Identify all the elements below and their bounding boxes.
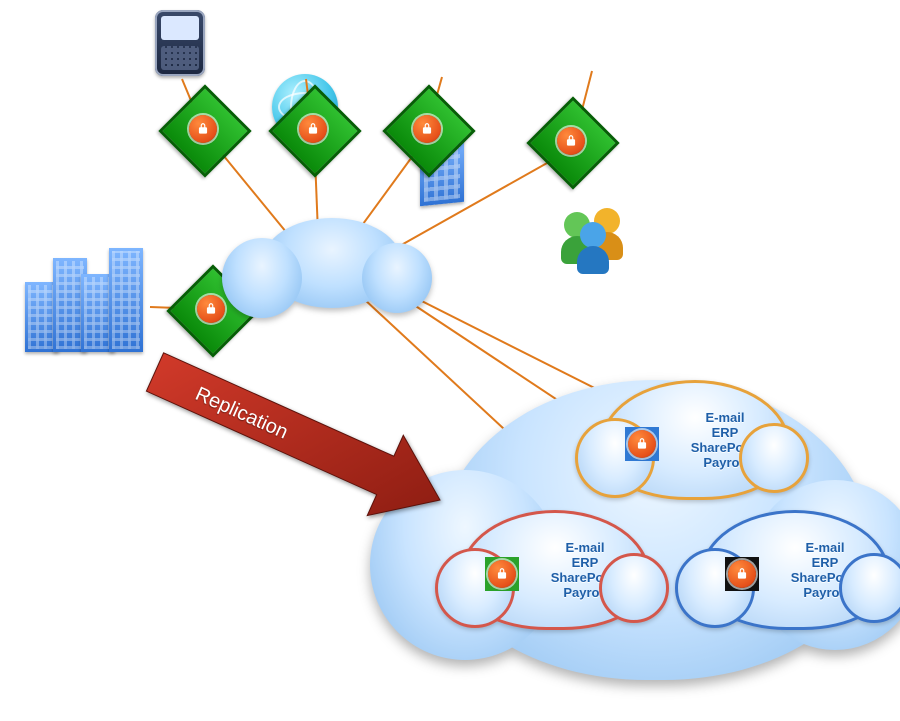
headquarters-icon	[25, 248, 155, 358]
connector-line	[380, 148, 573, 258]
service-item: Payroll	[675, 456, 775, 471]
central-cloud-icon	[262, 218, 402, 308]
service-item: E-mail	[775, 541, 875, 556]
lock-icon	[413, 115, 441, 143]
lock-icon	[728, 560, 756, 588]
lock-icon	[557, 127, 585, 155]
service-item: ERP	[775, 556, 875, 571]
inner-cloud-right: E-mail ERP SharePoint Payroll	[700, 510, 890, 630]
service-item: E-mail	[675, 411, 775, 426]
lock-icon	[488, 560, 516, 588]
service-item: ERP	[535, 556, 635, 571]
inner-cloud-left: E-mail ERP SharePoint Payroll	[460, 510, 650, 630]
service-list: E-mail ERP SharePoint Payroll	[535, 541, 635, 601]
replication-label: Replication	[192, 383, 292, 445]
lock-badge	[725, 557, 759, 591]
service-item: SharePoint	[775, 571, 875, 586]
lock-icon	[628, 430, 656, 458]
diagram-stage: E-mail ERP SharePoint Payroll E-mail ERP…	[0, 0, 900, 721]
service-item: Payroll	[535, 586, 635, 601]
users-icon	[560, 208, 630, 274]
lock-icon	[189, 115, 217, 143]
lock-icon	[197, 295, 225, 323]
service-list: E-mail ERP SharePoint Payroll	[675, 411, 775, 471]
service-item: Payroll	[775, 586, 875, 601]
lock-badge	[625, 427, 659, 461]
service-item: E-mail	[535, 541, 635, 556]
lock-icon	[299, 115, 327, 143]
mobile-device-icon	[155, 10, 205, 76]
lock-badge	[485, 557, 519, 591]
service-item: SharePoint	[535, 571, 635, 586]
service-item: ERP	[675, 426, 775, 441]
service-list: E-mail ERP SharePoint Payroll	[775, 541, 875, 601]
inner-cloud-top: E-mail ERP SharePoint Payroll	[600, 380, 790, 500]
service-item: SharePoint	[675, 441, 775, 456]
